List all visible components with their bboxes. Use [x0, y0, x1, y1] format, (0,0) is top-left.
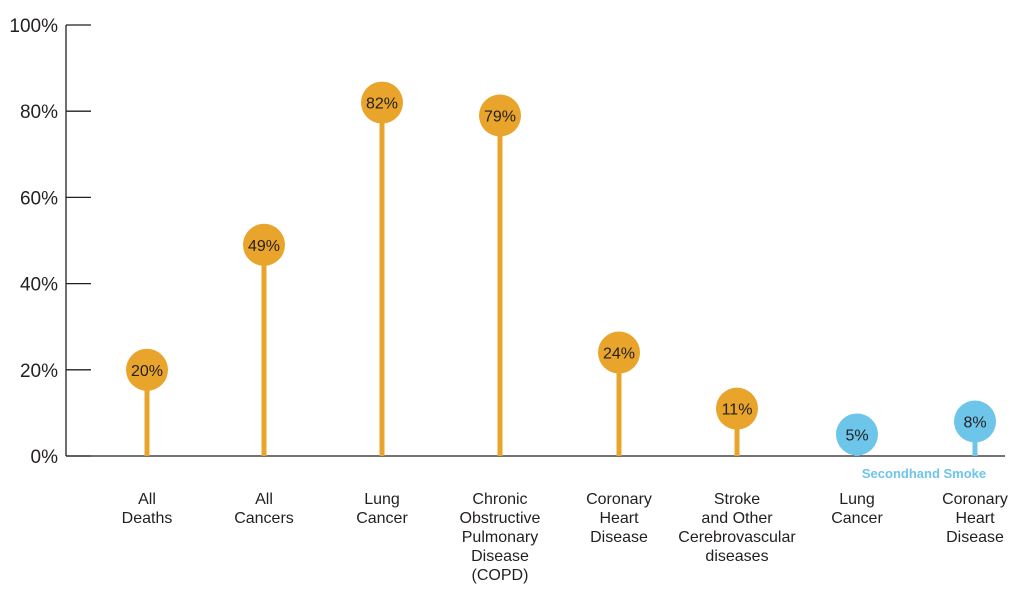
- data-label: 79%: [484, 109, 516, 126]
- y-tick-label: 80%: [20, 102, 58, 123]
- y-tick-label: 20%: [20, 361, 58, 382]
- axes: 0% 20% 40% 60% 80% 100%: [9, 16, 1005, 468]
- x-category-label: Chronic Obstructive Pulmonary Disease (COPD): [460, 491, 541, 584]
- y-tick-label: 40%: [20, 275, 58, 296]
- x-category-label: Lung Cancer: [831, 491, 883, 527]
- x-category-label: Stroke and Other Cerebrovascular diseases: [678, 491, 796, 565]
- y-tick-label: 0%: [31, 447, 59, 468]
- x-category-label: Coronary Heart Disease: [586, 491, 652, 546]
- data-label: 49%: [248, 238, 280, 255]
- y-tick-label: 60%: [20, 188, 58, 209]
- lollipop-head: [126, 348, 168, 391]
- lollipop-head: [361, 81, 403, 124]
- x-category-label: All Cancers: [234, 491, 294, 527]
- x-category-label: All Deaths: [122, 491, 173, 527]
- data-label: 24%: [603, 346, 635, 363]
- data-label: 5%: [845, 427, 868, 444]
- secondhand-smoke-label: Secondhand Smoke: [862, 466, 986, 481]
- lollipop-head: [598, 331, 640, 374]
- category-labels: All Deaths All Cancers Lung Cancer Chronic Obst…: [122, 491, 1008, 584]
- lollipop-head: [479, 94, 521, 137]
- y-tick-label: 100%: [9, 16, 58, 37]
- x-category-label: Lung Cancer: [356, 491, 408, 527]
- x-category-label: Coronary Heart Disease: [942, 491, 1008, 546]
- data-label: 82%: [366, 96, 398, 113]
- chart-marks: 20% 49% 82% 79% 24% 11% 5% 8%: [126, 81, 996, 456]
- lollipop-head: [243, 223, 285, 266]
- lollipop-head: [836, 413, 878, 456]
- data-label: 11%: [722, 402, 753, 419]
- lollipop-head: [954, 400, 996, 443]
- lollipop-head: [716, 387, 758, 430]
- data-label: 20%: [131, 363, 163, 380]
- data-label: 8%: [963, 415, 986, 432]
